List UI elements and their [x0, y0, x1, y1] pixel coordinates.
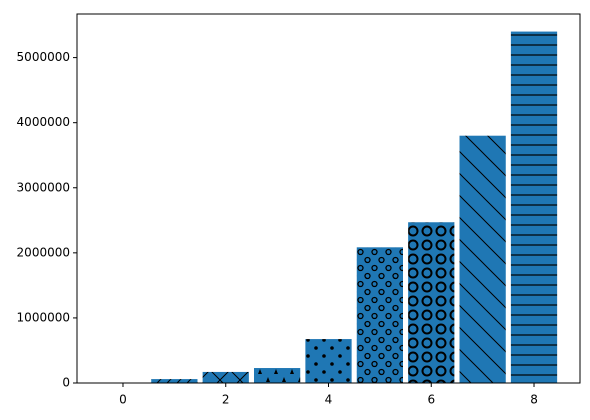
bar: [254, 368, 300, 383]
bar: [511, 32, 557, 383]
bar: [460, 136, 506, 383]
x-tick-label: 2: [222, 393, 230, 407]
y-tick-label: 2000000: [17, 245, 70, 259]
bar: [408, 222, 454, 383]
x-tick-label: 4: [325, 393, 333, 407]
y-tick-label: 5000000: [17, 50, 70, 64]
bar: [151, 379, 197, 383]
y-tick-label: 3000000: [17, 180, 70, 194]
x-tick-label: 8: [530, 393, 538, 407]
y-tick-label: 4000000: [17, 115, 70, 129]
y-tick-label: 0: [62, 376, 70, 390]
bar: [203, 372, 249, 383]
x-tick-label: 0: [119, 393, 127, 407]
bar: [305, 339, 351, 383]
bar: [357, 247, 403, 383]
y-tick-label: 1000000: [17, 310, 70, 324]
x-tick-label: 6: [427, 393, 435, 407]
